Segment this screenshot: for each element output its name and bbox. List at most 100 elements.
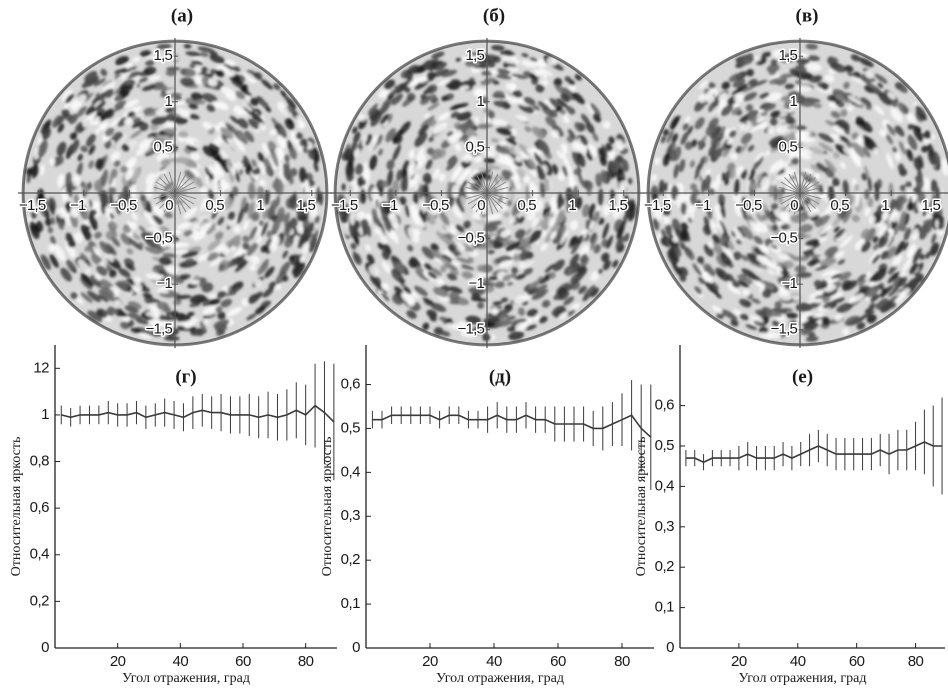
speckle — [487, 110, 495, 119]
speckle — [835, 94, 845, 101]
speckle — [876, 82, 884, 89]
speckle — [476, 264, 488, 273]
center-ray — [486, 192, 507, 205]
speckle — [875, 214, 883, 224]
speckle — [248, 118, 259, 130]
speckle — [523, 267, 533, 276]
speckle — [769, 135, 785, 146]
speckle — [235, 257, 246, 267]
speckle — [482, 285, 495, 293]
speckle — [148, 219, 158, 227]
speckle — [537, 67, 554, 77]
speckle — [208, 165, 216, 174]
speckle — [145, 59, 155, 66]
speckle — [541, 300, 551, 308]
speckle — [739, 115, 748, 123]
y-tick-label: 0,3 — [341, 507, 361, 524]
speckle — [506, 200, 513, 207]
speckle — [571, 281, 581, 291]
speckle — [861, 241, 871, 253]
speckle — [429, 267, 442, 276]
speckle — [912, 248, 922, 264]
speckle — [555, 105, 562, 113]
speckle — [50, 216, 56, 225]
speckle — [105, 253, 114, 262]
speckle — [197, 253, 211, 262]
speckle — [93, 78, 106, 87]
y-tick-label: 0 — [41, 639, 49, 656]
speckle — [299, 213, 308, 223]
speckle — [708, 117, 719, 129]
speckle — [764, 283, 775, 290]
speckle — [480, 80, 491, 86]
x-tick-label: 0 — [790, 197, 798, 214]
speckle — [568, 171, 575, 189]
speckle — [797, 232, 806, 239]
speckle — [451, 261, 462, 267]
speckle — [886, 246, 897, 260]
speckle — [131, 120, 144, 128]
speckle — [60, 267, 72, 282]
speckle — [687, 217, 693, 224]
speckle — [255, 291, 263, 299]
speckle — [205, 175, 212, 187]
speckle — [151, 116, 168, 125]
speckle — [114, 94, 122, 101]
speckle — [126, 71, 142, 79]
speckle — [559, 109, 567, 115]
speckle — [100, 68, 108, 77]
center-ray — [486, 181, 507, 194]
speckle — [156, 288, 169, 294]
speckle — [108, 269, 117, 278]
speckle — [126, 161, 134, 169]
speckle — [741, 169, 748, 180]
speckle — [361, 188, 366, 204]
speckle — [720, 172, 726, 182]
speckle — [887, 92, 896, 100]
speckle — [715, 173, 722, 185]
speckle — [68, 113, 78, 125]
center-ray — [174, 173, 187, 194]
speckle — [894, 152, 901, 161]
speckle — [524, 126, 532, 133]
speckle — [833, 152, 840, 159]
center-ray — [471, 177, 488, 194]
speckle — [790, 214, 806, 224]
speckle — [616, 139, 625, 151]
speckle — [441, 95, 449, 102]
center-ray — [799, 192, 822, 200]
speckle — [851, 152, 862, 168]
center-ray — [799, 186, 822, 194]
panel-title: (б) — [483, 5, 505, 26]
speckle — [529, 229, 543, 244]
speckle — [180, 319, 195, 329]
speckle — [856, 322, 866, 330]
speckle — [484, 164, 501, 170]
speckle — [749, 220, 761, 234]
speckle — [831, 292, 843, 299]
speckle — [114, 100, 127, 110]
center-ray — [467, 181, 488, 194]
speckle — [224, 59, 237, 67]
speckle — [882, 201, 888, 208]
speckle — [860, 97, 872, 106]
speckle — [230, 245, 236, 252]
speckle — [889, 198, 896, 210]
speckle — [503, 57, 521, 65]
speckle — [162, 253, 177, 258]
center-ray — [486, 192, 494, 215]
speckle — [524, 324, 537, 331]
speckle — [141, 84, 156, 91]
speckle — [903, 227, 912, 241]
speckle — [805, 335, 819, 342]
speckle — [145, 311, 162, 318]
speckle — [492, 301, 503, 306]
speckle — [769, 159, 784, 173]
x-tick-label: 20 — [422, 653, 438, 670]
speckle — [471, 292, 481, 300]
speckle — [302, 220, 311, 229]
speckle — [834, 100, 845, 108]
speckle — [589, 220, 595, 231]
speckle — [190, 151, 200, 161]
speckle — [227, 125, 234, 132]
